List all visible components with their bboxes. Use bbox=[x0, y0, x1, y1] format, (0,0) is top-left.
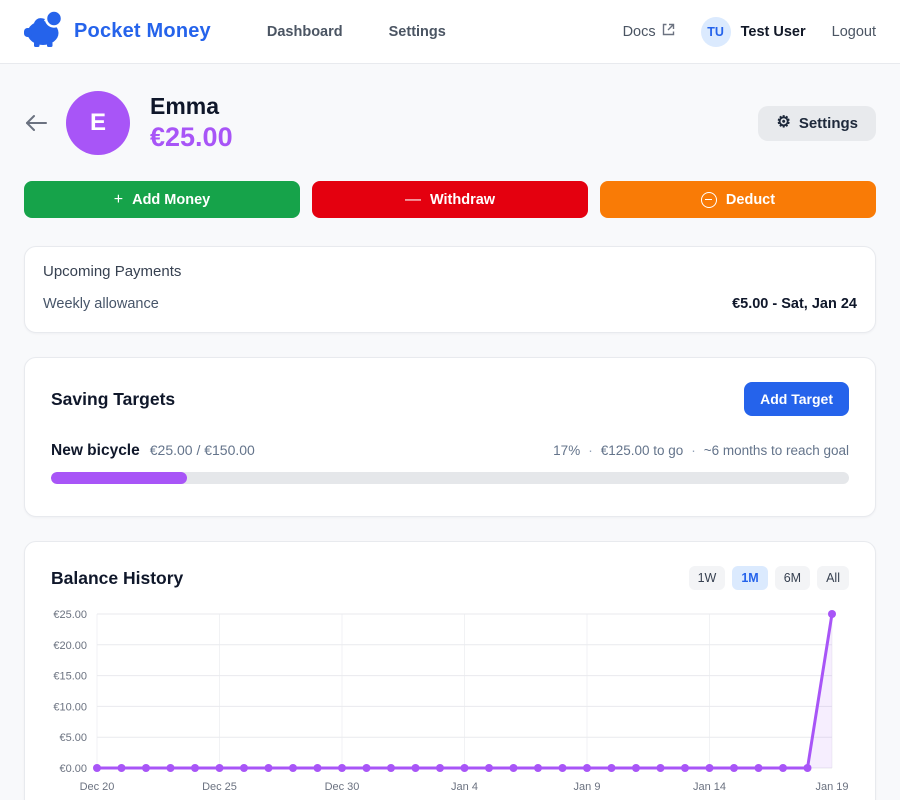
target-progress-fill bbox=[51, 472, 187, 484]
target-percent: 17% bbox=[553, 443, 581, 458]
logout-link[interactable]: Logout bbox=[831, 23, 876, 40]
child-balance: €25.00 bbox=[150, 122, 233, 152]
svg-text:Jan 4: Jan 4 bbox=[451, 781, 478, 793]
saving-targets-card: Saving Targets Add Target New bicycle €2… bbox=[24, 357, 876, 517]
svg-text:Dec 20: Dec 20 bbox=[80, 781, 115, 793]
main-content: E Emma €25.00 ⚙ Settings + Add Money — W… bbox=[0, 91, 900, 800]
nav-link-dashboard[interactable]: Dashboard bbox=[266, 23, 343, 40]
deduct-button[interactable]: Deduct bbox=[600, 181, 876, 218]
top-navbar: Pocket Money Dashboard Settings Docs TU … bbox=[0, 0, 900, 64]
target-meta: 17% €125.00 to go ~6 months to reach goa… bbox=[553, 443, 849, 458]
svg-text:€0.00: €0.00 bbox=[59, 763, 87, 775]
svg-text:Dec 30: Dec 30 bbox=[325, 781, 360, 793]
svg-text:€10.00: €10.00 bbox=[53, 701, 87, 713]
target-name: New bicycle bbox=[51, 442, 140, 459]
settings-button-label: Settings bbox=[798, 114, 858, 132]
withdraw-button[interactable]: — Withdraw bbox=[312, 181, 588, 218]
range-button-1w[interactable]: 1W bbox=[688, 566, 726, 590]
add-money-label: Add Money bbox=[132, 191, 211, 208]
payment-detail: €5.00 - Sat, Jan 24 bbox=[732, 296, 857, 312]
deduct-label: Deduct bbox=[725, 191, 776, 208]
upcoming-payments-card: Upcoming Payments Weekly allowance €5.00… bbox=[24, 246, 876, 333]
svg-text:Jan 19: Jan 19 bbox=[815, 781, 848, 793]
target-amounts: €25.00 / €150.00 bbox=[149, 442, 255, 458]
minus-icon: — bbox=[404, 190, 421, 208]
balance-line-chart: €0.00 €5.00 €10.00 €15.00 €20.00 €25.00 Dec 20… bbox=[51, 604, 849, 800]
add-money-button[interactable]: + Add Money bbox=[24, 181, 300, 218]
brand-name: Pocket Money bbox=[74, 20, 211, 42]
range-selector: 1W 1M 6M All bbox=[688, 566, 849, 590]
upcoming-payments-title: Upcoming Payments bbox=[43, 263, 182, 280]
withdraw-label: Withdraw bbox=[429, 191, 496, 208]
svg-text:Dec 25: Dec 25 bbox=[202, 781, 237, 793]
target-row: New bicycle €25.00 / €150.00 17% €125.00… bbox=[51, 442, 849, 460]
action-buttons-row: + Add Money — Withdraw Deduct bbox=[24, 181, 876, 218]
svg-text:€25.00: €25.00 bbox=[53, 609, 87, 621]
target-progress-track bbox=[51, 472, 849, 484]
gear-icon: ⚙ bbox=[776, 114, 791, 131]
target-eta: ~6 months to reach goal bbox=[683, 443, 849, 458]
user-name: Test User bbox=[740, 23, 806, 40]
brand-logo-group[interactable]: Pocket Money bbox=[24, 9, 211, 53]
balance-history-header: Balance History 1W 1M 6M All bbox=[51, 566, 849, 590]
svg-text:Jan 14: Jan 14 bbox=[693, 781, 726, 793]
range-button-1m[interactable]: 1M bbox=[732, 566, 768, 590]
piggy-bank-logo-icon bbox=[24, 9, 64, 53]
payment-name: Weekly allowance bbox=[43, 296, 159, 312]
range-button-all[interactable]: All bbox=[817, 566, 849, 590]
primary-nav: Dashboard Settings bbox=[267, 24, 446, 40]
plus-icon: + bbox=[113, 190, 124, 208]
target-to-go: €125.00 to go bbox=[580, 443, 684, 458]
upcoming-payment-row: Weekly allowance €5.00 - Sat, Jan 24 bbox=[43, 296, 857, 312]
saving-targets-title: Saving Targets bbox=[51, 388, 176, 409]
circle-minus-icon bbox=[700, 191, 717, 208]
add-target-button[interactable]: Add Target bbox=[744, 382, 849, 416]
balance-history-title: Balance History bbox=[51, 567, 184, 588]
profile-header: E Emma €25.00 ⚙ Settings bbox=[24, 91, 876, 155]
external-link-icon bbox=[662, 23, 675, 40]
child-name: Emma bbox=[150, 93, 220, 119]
saving-targets-header: Saving Targets Add Target bbox=[51, 382, 849, 416]
balance-history-card: Balance History 1W 1M 6M All €0.00 €5.00 €… bbox=[24, 541, 876, 800]
svg-text:Jan 9: Jan 9 bbox=[574, 781, 601, 793]
range-button-6m[interactable]: 6M bbox=[774, 566, 811, 590]
docs-link[interactable]: Docs bbox=[623, 23, 675, 40]
child-avatar: E bbox=[66, 91, 130, 155]
svg-text:€5.00: €5.00 bbox=[59, 732, 87, 744]
user-menu[interactable]: TU Test User bbox=[700, 16, 806, 47]
profile-settings-button[interactable]: ⚙ Settings bbox=[758, 105, 876, 141]
back-arrow-icon[interactable] bbox=[24, 111, 48, 135]
profile-info: Emma €25.00 bbox=[150, 93, 233, 153]
svg-text:€20.00: €20.00 bbox=[53, 640, 87, 652]
navbar-right: Docs TU Test User Logout bbox=[623, 16, 876, 47]
user-avatar: TU bbox=[700, 16, 731, 47]
docs-label: Docs bbox=[622, 23, 656, 40]
svg-text:€15.00: €15.00 bbox=[53, 671, 87, 683]
nav-link-settings[interactable]: Settings bbox=[388, 23, 446, 40]
